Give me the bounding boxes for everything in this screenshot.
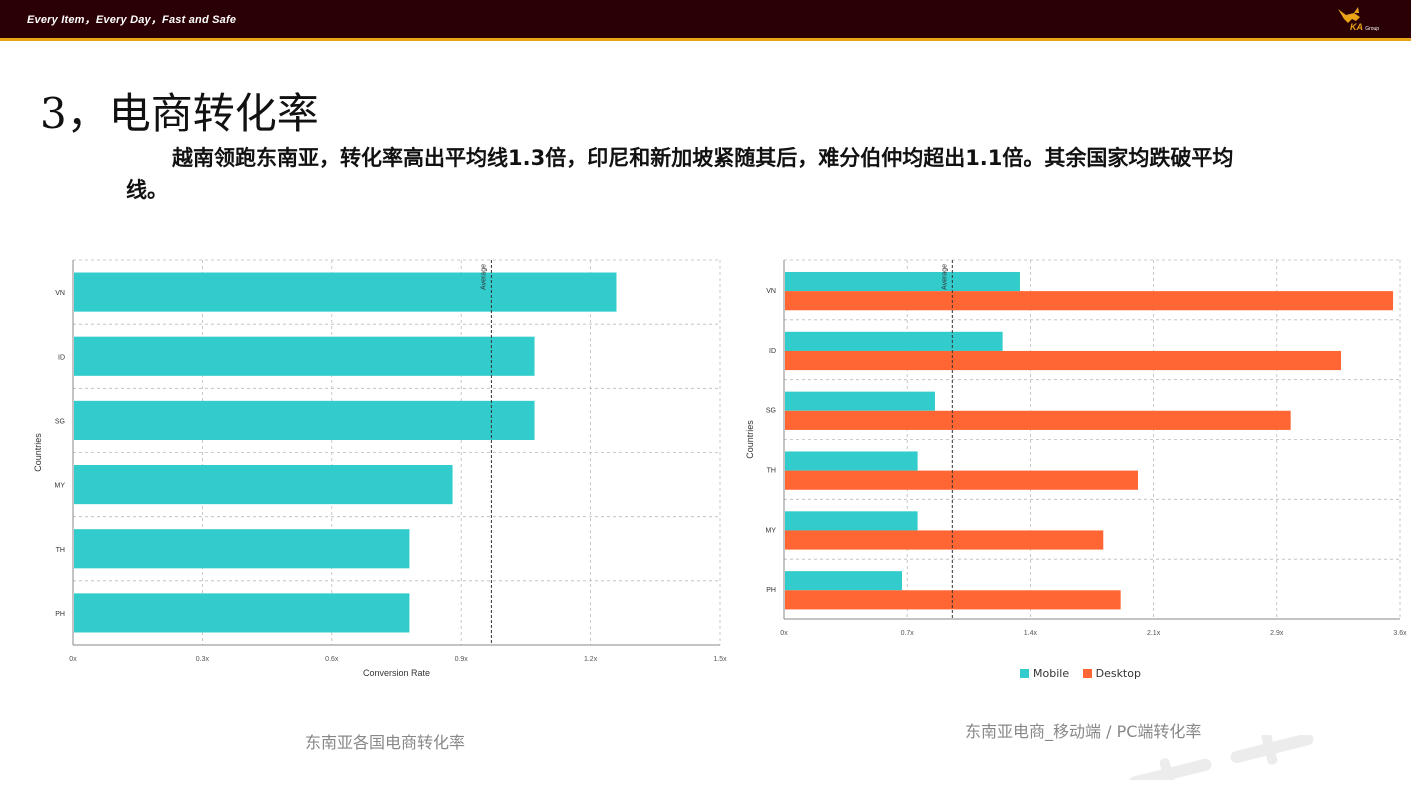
x-tick-label: 0x (69, 656, 77, 663)
y-tick-label: TH (56, 547, 65, 554)
slogan: Every Item，Every Day，Fast and Safe (27, 14, 237, 26)
x-tick-label: 2.9x (1270, 630, 1284, 637)
bar-my (74, 465, 453, 505)
y-tick-label: SG (766, 408, 776, 415)
bar-vn (74, 272, 617, 312)
bar-desktop-th (785, 470, 1138, 490)
bar-mobile-id (785, 331, 1003, 351)
average-label: Average (480, 264, 487, 290)
bar-mobile-ph (785, 571, 902, 591)
y-axis-title: Countries (745, 420, 755, 459)
bar-sg (74, 400, 535, 440)
x-tick-label: 1.2x (584, 656, 598, 663)
slide-title: 3，电商转化率 (40, 89, 319, 138)
x-tick-label: 0x (780, 630, 788, 637)
top-banner: Every Item，Every Day，Fast and Safe KA Gr… (0, 0, 1411, 41)
x-axis-title: Conversion Rate (363, 668, 430, 678)
y-tick-label: VN (55, 290, 65, 297)
bar-desktop-vn (785, 291, 1394, 311)
legend-item-mobile: Mobile (1020, 667, 1069, 680)
bar-mobile-sg (785, 391, 935, 411)
x-tick-label: 0.7x (901, 630, 915, 637)
ka-group-logo: KA Group (1334, 5, 1394, 35)
y-tick-label: ID (769, 348, 776, 355)
bar-ph (74, 593, 410, 633)
y-tick-label: PH (766, 587, 776, 594)
country-conversion-chart: 0x 0.3x 0.6x 0.9x 1.2x 1.5x VN ID SG MY TH PH Averag… (33, 259, 727, 678)
y-tick-label: PH (55, 611, 65, 618)
bar-mobile-my (785, 511, 918, 531)
y-tick-label: VN (766, 288, 776, 295)
x-tick-label: 0.3x (196, 656, 210, 663)
kangaroo-icon (1338, 7, 1360, 23)
legend-swatch-mobile (1020, 669, 1029, 678)
slide-description: 越南领跑东南亚，转化率高出平均线1.3倍，印尼和新加坡紧随其后，难分伯仲均超出1… (126, 146, 1234, 202)
y-tick-label: TH (767, 467, 776, 474)
average-label: Average (941, 264, 948, 290)
x-tick-label: 0.6x (325, 656, 339, 663)
bar-desktop-ph (785, 590, 1121, 610)
legend-swatch-desktop (1082, 669, 1092, 678)
y-axis-title: Countries (33, 433, 43, 472)
bar-mobile-th (785, 451, 918, 471)
y-tick-label: SG (55, 418, 65, 425)
bar-desktop-my (785, 530, 1104, 550)
bar-desktop-id (785, 350, 1342, 371)
x-tick-label: 1.5x (713, 656, 727, 663)
bar-desktop-sg (785, 410, 1291, 430)
logo-text: KA Group (1350, 22, 1380, 32)
x-tick-label: 3.6x (1393, 630, 1407, 637)
bar-id (74, 336, 535, 376)
x-tick-label: 1.4x (1024, 630, 1038, 637)
x-tick-label: 0.9x (455, 656, 469, 663)
decorative-airplane-shapes (1128, 735, 1314, 780)
chart2-caption: 东南亚电商_移动端 / PC端转化率 (965, 722, 1202, 741)
y-tick-label: ID (58, 354, 65, 361)
chart-legend: Mobile Desktop (1020, 667, 1151, 680)
x-tick-label: 2.1x (1147, 630, 1161, 637)
bar-th (74, 529, 410, 569)
chart1-caption: 东南亚各国电商转化率 (305, 733, 466, 752)
mobile-desktop-conversion-chart: 0x 0.7x 1.4x 2.1x 2.9x 3.6x VN ID SG TH MY PH Averag… (745, 259, 1407, 637)
y-tick-label: MY (55, 483, 66, 490)
legend-item-desktop: Desktop (1082, 667, 1141, 680)
bar-mobile-vn (785, 271, 1020, 292)
y-tick-label: MY (766, 527, 777, 534)
